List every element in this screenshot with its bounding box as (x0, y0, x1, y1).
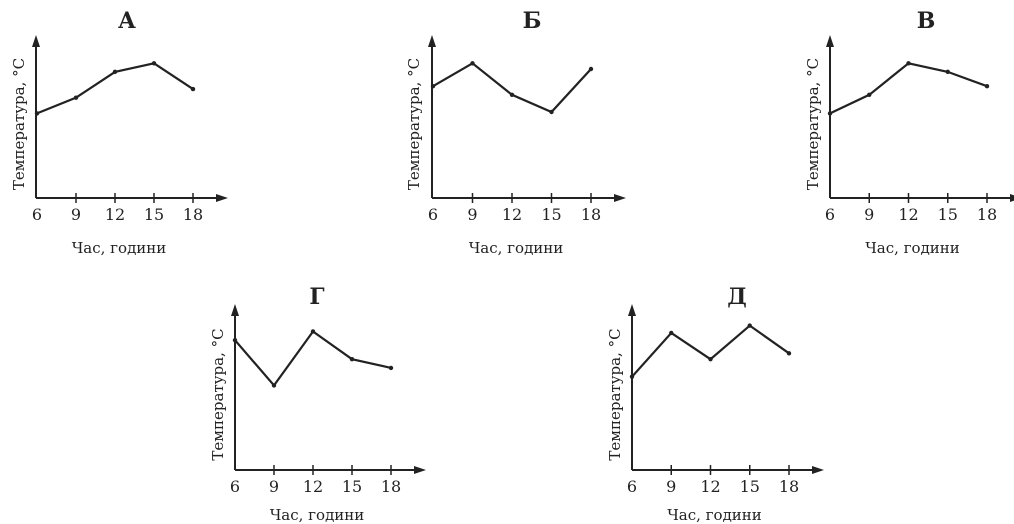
x-tick-label: 12 (700, 477, 720, 496)
x-tick-label: 15 (342, 477, 362, 496)
data-point (113, 70, 117, 74)
x-tick-label: 6 (825, 205, 835, 224)
chart-v-series-line (830, 63, 987, 113)
data-point (708, 357, 712, 361)
chart-g-title: Г (309, 284, 324, 310)
chart-v: В 6 9 12 15 18 Час, години Температура, °С (804, 8, 1014, 257)
data-point (272, 383, 276, 387)
data-point (589, 67, 593, 71)
data-point (748, 323, 752, 327)
data-point (669, 331, 673, 335)
chart-d: Д 6 9 12 15 18 Час, години Температура, °С (606, 284, 824, 524)
x-tick-label: 6 (428, 205, 438, 224)
x-tick-label: 18 (381, 477, 401, 496)
y-axis-label: Температура, °С (10, 58, 28, 190)
y-axis-arrow (231, 304, 239, 316)
data-point (35, 111, 39, 115)
chart-b: Б 6 9 12 15 18 Час, години Температура, °С (405, 8, 626, 257)
chart-d-series-line (632, 326, 789, 377)
y-axis-arrow (428, 35, 436, 47)
chart-a-title: А (118, 8, 136, 34)
x-tick-label: 9 (269, 477, 279, 496)
x-axis-arrow (1010, 194, 1014, 202)
y-axis-arrow (628, 304, 636, 316)
data-point (510, 93, 514, 97)
x-tick-label: 18 (183, 205, 203, 224)
data-point (946, 70, 950, 74)
chart-b-title: Б (523, 8, 542, 34)
y-axis-label: Температура, °С (804, 58, 822, 190)
x-tick-label: 12 (105, 205, 125, 224)
chart-v-title: В (917, 8, 936, 34)
x-tick-label: 12 (502, 205, 522, 224)
x-tick-label: 9 (467, 205, 477, 224)
data-point (828, 111, 832, 115)
x-tick-label: 15 (938, 205, 958, 224)
data-point (152, 61, 156, 65)
y-axis-label: Температура, °С (209, 328, 227, 460)
chart-b-series-line (433, 63, 591, 112)
data-point (191, 87, 195, 91)
y-axis-label: Температура, °С (606, 328, 624, 460)
chart-g: Г 6 9 12 15 18 Час, години Температура, °С (209, 284, 426, 524)
chart-d-title: Д (727, 284, 747, 310)
x-tick-label: 15 (740, 477, 760, 496)
y-axis-arrow (826, 35, 834, 47)
x-tick-label: 9 (666, 477, 676, 496)
data-point (867, 93, 871, 97)
x-axis-arrow (614, 194, 626, 202)
x-axis-label: Час, години (270, 506, 365, 524)
data-point (74, 95, 78, 99)
x-tick-label: 15 (541, 205, 561, 224)
x-axis-arrow (812, 466, 824, 474)
x-tick-label: 6 (627, 477, 637, 496)
data-point (233, 338, 237, 342)
x-tick-label: 12 (303, 477, 323, 496)
data-point (985, 84, 989, 88)
x-tick-label: 18 (779, 477, 799, 496)
x-tick-label: 6 (32, 205, 42, 224)
data-point (311, 329, 315, 333)
x-tick-label: 18 (977, 205, 997, 224)
x-tick-label: 6 (230, 477, 240, 496)
data-point (389, 366, 393, 370)
data-point (630, 374, 634, 378)
x-axis-arrow (414, 466, 426, 474)
data-point (787, 351, 791, 355)
chart-a: А 6 9 12 15 18 Час, години Температура, °С (10, 8, 228, 257)
data-point (549, 110, 553, 114)
x-axis-label: Час, години (72, 239, 167, 257)
x-axis-label: Час, години (865, 239, 960, 257)
data-point (470, 61, 474, 65)
y-axis-label: Температура, °С (405, 58, 423, 190)
x-tick-label: 15 (144, 205, 164, 224)
x-tick-label: 9 (864, 205, 874, 224)
data-point (350, 357, 354, 361)
x-tick-label: 18 (581, 205, 601, 224)
x-axis-arrow (216, 194, 228, 202)
data-point (906, 61, 910, 65)
data-point (431, 84, 435, 88)
chart-g-series-line (235, 332, 391, 386)
x-tick-label: 12 (898, 205, 918, 224)
y-axis-arrow (32, 35, 40, 47)
x-axis-label: Час, години (469, 239, 564, 257)
x-axis-label: Час, години (667, 506, 762, 524)
x-tick-label: 9 (71, 205, 81, 224)
